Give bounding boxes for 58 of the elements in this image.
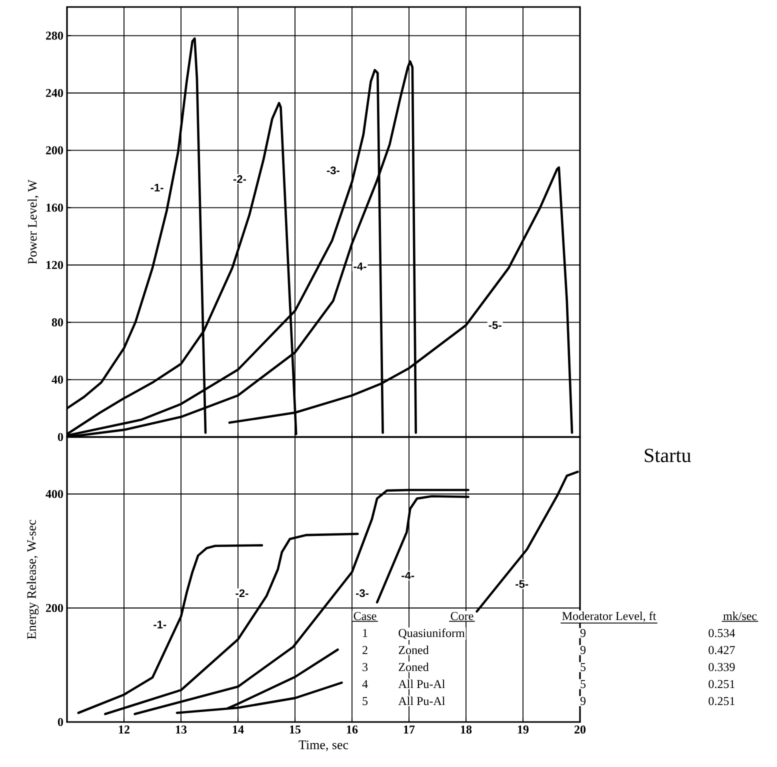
annotation: 1 — [363, 629, 368, 637]
y-tick-label: 240 — [46, 88, 64, 98]
y-tick-label: 120 — [46, 260, 64, 270]
x-tick-label: 12 — [118, 726, 130, 734]
x-tick-label: 17 — [404, 726, 415, 734]
text: 5 — [580, 663, 586, 672]
y-tick-label: 80 — [52, 318, 64, 326]
annotation: -2- — [233, 175, 246, 183]
y-tick-label: 0 — [58, 718, 64, 726]
annotation: -5- — [488, 321, 502, 330]
x-tick-label: 15 — [290, 726, 301, 734]
text: 0.339 — [708, 663, 735, 672]
text: 9 — [580, 629, 586, 638]
y-axis-title: Power Level, W — [28, 180, 39, 264]
annotation: 2 — [362, 646, 368, 654]
text: 0.251 — [708, 680, 734, 688]
x-tick-label: 19 — [518, 726, 529, 734]
x-tick-label: 13 — [176, 726, 187, 734]
annotation: Zoned — [398, 662, 429, 672]
text: 5 — [580, 680, 586, 688]
text: Startu — [644, 448, 691, 462]
text: 9 — [580, 697, 586, 706]
text: 0.427 — [708, 646, 735, 654]
y-axis-title: Energy Release, W-sec — [26, 520, 39, 640]
y-tick-label: 40 — [52, 376, 64, 384]
annotation: All Pu-Al — [398, 696, 445, 706]
y-tick-label: 200 — [46, 604, 64, 612]
x-axis-title: Time, sec — [298, 740, 348, 752]
annotation: 3 — [362, 663, 368, 672]
y-tick-label: 160 — [46, 204, 64, 212]
annotation: Case — [354, 612, 376, 620]
y-tick-label: 200 — [46, 146, 64, 154]
annotation: 4 — [362, 680, 368, 688]
x-tick-label: 16 — [346, 726, 358, 734]
annotation: All Pu-Al — [398, 680, 445, 688]
text: 9 — [580, 646, 586, 654]
annotation: Quasiuniform — [398, 628, 465, 639]
text: 0.251 — [708, 697, 734, 706]
y-tick-label: 400 — [46, 490, 64, 498]
x-tick-label: 14 — [232, 726, 244, 734]
x-tick-label: 18 — [460, 726, 472, 734]
text: mk/sec — [723, 612, 757, 620]
annotation: -1- — [150, 184, 164, 192]
annotation: -3- — [356, 589, 369, 598]
annotation: Zoned — [398, 646, 429, 654]
annotation: -1- — [154, 620, 166, 628]
annotation: -2- — [236, 589, 248, 598]
annotation: -5- — [516, 580, 528, 588]
annotation: -4- — [354, 262, 366, 270]
annotation: 5 — [362, 697, 368, 706]
y-tick-label: 0 — [58, 432, 64, 442]
y-tick-label: 280 — [46, 32, 64, 40]
x-tick-label: 20 — [574, 726, 586, 734]
annotation: -3- — [326, 166, 340, 174]
text: 0.534 — [708, 629, 736, 638]
annotation: -4- — [402, 572, 414, 580]
annotation: Core — [450, 612, 474, 620]
annotation: Moderator Level, ft — [562, 612, 656, 622]
